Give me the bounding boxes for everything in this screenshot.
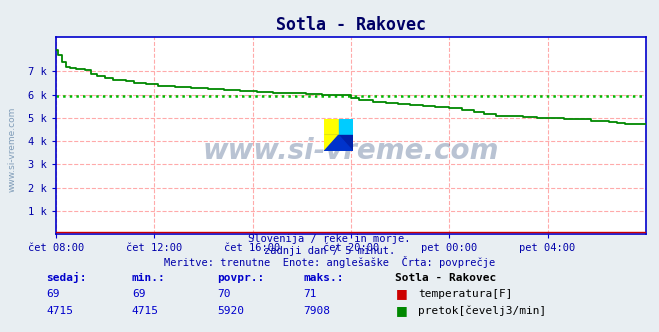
Text: www.si-vreme.com: www.si-vreme.com [203, 137, 499, 165]
Text: 70: 70 [217, 289, 231, 299]
Text: temperatura[F]: temperatura[F] [418, 289, 513, 299]
Text: min.:: min.: [132, 273, 165, 283]
Text: 5920: 5920 [217, 306, 244, 316]
Text: 69: 69 [132, 289, 145, 299]
Text: zadnji dan / 5 minut.: zadnji dan / 5 minut. [264, 246, 395, 256]
Text: Sotla - Rakovec: Sotla - Rakovec [395, 273, 497, 283]
Text: 4715: 4715 [46, 306, 73, 316]
Text: ■: ■ [395, 287, 407, 300]
Text: www.si-vreme.com: www.si-vreme.com [8, 107, 17, 192]
Text: pretok[čevelj3/min]: pretok[čevelj3/min] [418, 305, 547, 316]
Text: sedaj:: sedaj: [46, 272, 86, 283]
Text: 4715: 4715 [132, 306, 159, 316]
Text: Slovenija / reke in morje.: Slovenija / reke in morje. [248, 234, 411, 244]
Text: 7908: 7908 [303, 306, 330, 316]
Text: Meritve: trenutne  Enote: anglešaške  Črta: povprečje: Meritve: trenutne Enote: anglešaške Črta… [164, 256, 495, 268]
Text: 69: 69 [46, 289, 59, 299]
Text: maks.:: maks.: [303, 273, 343, 283]
Text: 71: 71 [303, 289, 316, 299]
Text: povpr.:: povpr.: [217, 273, 265, 283]
Text: ■: ■ [395, 304, 407, 317]
Title: Sotla - Rakovec: Sotla - Rakovec [276, 16, 426, 34]
